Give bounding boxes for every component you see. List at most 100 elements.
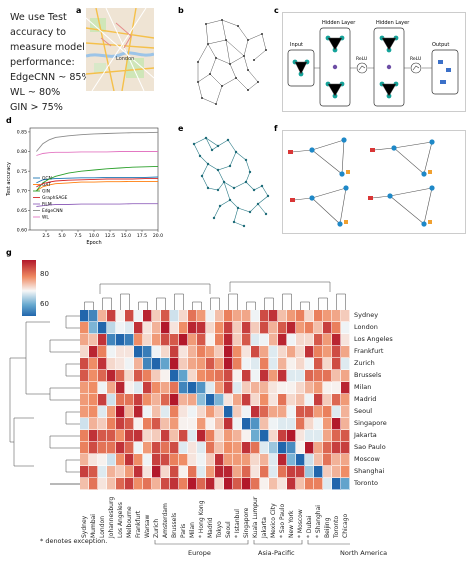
heatmap-cell [233, 322, 242, 334]
heatmap-cell [224, 442, 233, 454]
heatmap-cell [134, 418, 143, 430]
heatmap-cell [242, 358, 251, 370]
heatmap-cell [152, 370, 161, 382]
heatmap-cell [197, 370, 206, 382]
heatmap-cell [125, 334, 134, 346]
heatmap-cell [179, 406, 188, 418]
heatmap-cell [287, 442, 296, 454]
heatmap-cell [278, 382, 287, 394]
heatmap-cell [152, 442, 161, 454]
heatmap-cell [305, 430, 314, 442]
region-europe: Europe [188, 549, 211, 557]
column-label: Singapore [243, 507, 250, 538]
heatmap-cell [107, 358, 116, 370]
heatmap-cell [80, 454, 89, 466]
heatmap-cell [80, 442, 89, 454]
heatmap-cell [116, 442, 125, 454]
heatmap-cell [215, 322, 224, 334]
heatmap-cell [170, 466, 179, 478]
heatmap-cell [125, 358, 134, 370]
x-tick-label: 20.0 [153, 233, 163, 239]
heatmap-cell [296, 418, 305, 430]
heatmap-cell [98, 418, 107, 430]
heatmap-cell [341, 334, 350, 346]
row-label: Moscow [354, 455, 380, 463]
heatmap-cell [206, 322, 215, 334]
heatmap-cell [305, 382, 314, 394]
heatmap-cell [260, 322, 269, 334]
heatmap-cell [251, 322, 260, 334]
heatmap-cell [323, 334, 332, 346]
heatmap-cell [206, 442, 215, 454]
heatmap-cell [314, 442, 323, 454]
column-label: * Istanbul [234, 509, 241, 538]
heatmap-cell [170, 442, 179, 454]
heatmap-cell [143, 370, 152, 382]
heatmap-cell [161, 466, 170, 478]
heatmap-cell [305, 358, 314, 370]
heatmap-cell [323, 442, 332, 454]
column-label: * Moscow [297, 509, 304, 538]
heatmap-cell [170, 346, 179, 358]
heatmap-cell [134, 370, 143, 382]
heatmap-cell [116, 358, 125, 370]
heatmap-cell [260, 478, 269, 490]
dendrogram-branch [9, 321, 50, 467]
heatmap-row-labels: Sydney London Los Angeles Frankfurt Zurich Br… [354, 310, 474, 490]
heatmap-cell [107, 466, 116, 478]
row-dendrogram [9, 315, 80, 485]
panel-c-hidden1: Hidden Layer [322, 20, 356, 26]
heatmap-cell [323, 346, 332, 358]
heatmap-cell [296, 430, 305, 442]
heatmap-cell [278, 454, 287, 466]
heatmap-cell [269, 442, 278, 454]
row-label: Shanghai [354, 467, 385, 475]
column-label: * Sao Paulo [279, 503, 286, 538]
heatmap-cell [314, 334, 323, 346]
heatmap-cell [116, 406, 125, 418]
heatmap-cell [179, 358, 188, 370]
heatmap-cell [188, 382, 197, 394]
heatmap-cell [206, 334, 215, 346]
heatmap-cell [269, 418, 278, 430]
heatmap-cell [80, 358, 89, 370]
heatmap-cell [323, 406, 332, 418]
heatmap-cell [296, 346, 305, 358]
heatmap-cell [323, 394, 332, 406]
heatmap-cell [188, 466, 197, 478]
heatmap-cell [89, 358, 98, 370]
heatmap-cell [278, 370, 287, 382]
heatmap-cell [278, 310, 287, 322]
dendrogram-branch [210, 297, 220, 310]
heatmap-cell [134, 442, 143, 454]
heatmap-cell [89, 382, 98, 394]
heatmap-cell [305, 406, 314, 418]
heatmap-cell [125, 442, 134, 454]
heatmap-cell [260, 382, 269, 394]
heatmap-cell [179, 478, 188, 490]
heatmap-cell [323, 478, 332, 490]
heatmap-cell [197, 394, 206, 406]
heatmap-cell [98, 478, 107, 490]
heatmap-cell [233, 466, 242, 478]
panel-d-label: d [6, 116, 12, 125]
heatmap-cell [332, 382, 341, 394]
heatmap-cell [89, 322, 98, 334]
heatmap-grid [80, 310, 350, 490]
heatmap-cell [206, 478, 215, 490]
heatmap-cell [215, 442, 224, 454]
heatmap-cell [98, 370, 107, 382]
heatmap-cell [287, 478, 296, 490]
heatmap-cell [98, 322, 107, 334]
row-label: Seoul [354, 407, 373, 415]
heatmap-cell [305, 322, 314, 334]
panel-e-graph [192, 136, 270, 228]
row-label: Zurich [354, 359, 375, 367]
heatmap-cell [305, 334, 314, 346]
heatmap-cell [251, 370, 260, 382]
heatmap-cell [242, 346, 251, 358]
heatmap-cell [197, 430, 206, 442]
heatmap-cell [152, 322, 161, 334]
heatmap-cell [323, 370, 332, 382]
heatmap-cell [179, 322, 188, 334]
